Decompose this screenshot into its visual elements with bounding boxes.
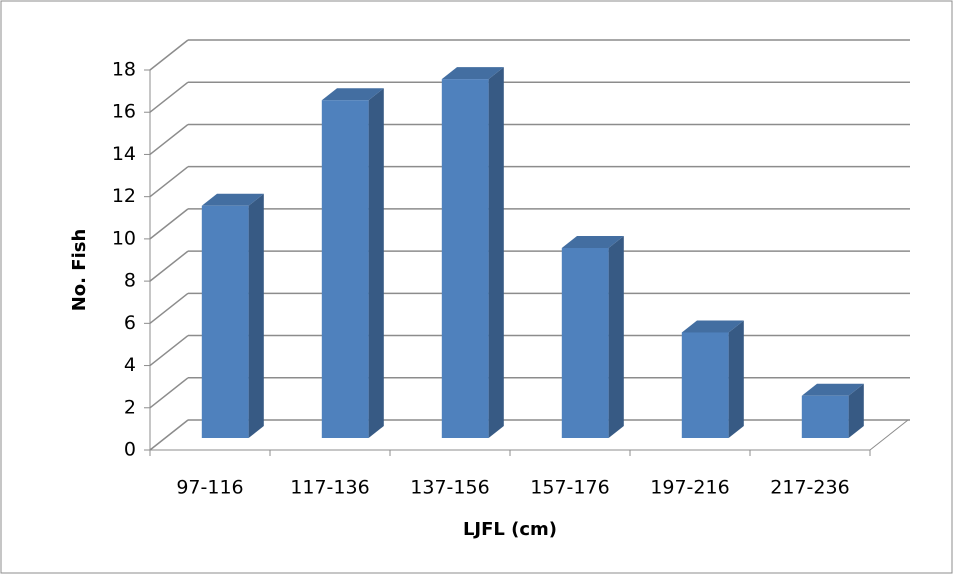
grid-line (149, 123, 189, 156)
bar (801, 395, 849, 438)
y-tick-label: 0 (124, 439, 136, 461)
bar (321, 100, 369, 438)
y-axis-title: No. Fish (69, 229, 90, 312)
bar-top (681, 320, 744, 333)
bar-side (848, 383, 864, 438)
y-tick-label: 6 (124, 312, 136, 334)
x-tick-label: 137-156 (410, 477, 489, 499)
bar-top (441, 67, 504, 80)
bar (561, 248, 609, 438)
x-tick-label: 197-216 (650, 477, 729, 499)
grid-line (149, 208, 189, 240)
bar-side (608, 236, 624, 438)
grid-line (149, 292, 189, 324)
x-axis-title: LJFL (cm) (463, 519, 557, 540)
bar-top (561, 236, 624, 248)
x-tick-label: 217-236 (770, 477, 849, 499)
bar-side (728, 320, 744, 438)
grid-line (149, 419, 189, 451)
y-tick-label: 4 (124, 354, 136, 376)
bar-side (488, 67, 504, 438)
grid-line (149, 250, 189, 282)
bar (201, 205, 249, 438)
bar-side (248, 193, 264, 438)
y-tick-label: 16 (112, 101, 136, 123)
y-tick-label: 18 (112, 59, 136, 81)
grid-line (149, 39, 189, 71)
grid-line (149, 377, 189, 409)
bar-side (368, 88, 384, 438)
y-tick-label: 14 (112, 143, 136, 165)
x-tick-label: 117-136 (290, 477, 369, 499)
bar-top (801, 383, 864, 396)
x-tick-label: 97-116 (176, 477, 243, 499)
grid-line (149, 81, 189, 113)
bar-top (321, 88, 384, 101)
x-tick-label: 157-176 (530, 477, 609, 499)
grid-line (149, 334, 189, 367)
bar-top (201, 193, 264, 206)
y-tick-label: 8 (124, 270, 136, 292)
bar (681, 332, 729, 438)
bar (441, 79, 489, 438)
y-tick-label: 10 (112, 227, 136, 249)
y-tick-label: 2 (124, 396, 136, 418)
y-tick-label: 12 (112, 185, 136, 207)
grid-line (149, 166, 189, 198)
